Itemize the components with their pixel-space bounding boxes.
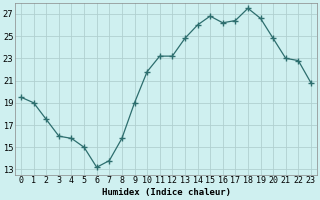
X-axis label: Humidex (Indice chaleur): Humidex (Indice chaleur) — [101, 188, 230, 197]
